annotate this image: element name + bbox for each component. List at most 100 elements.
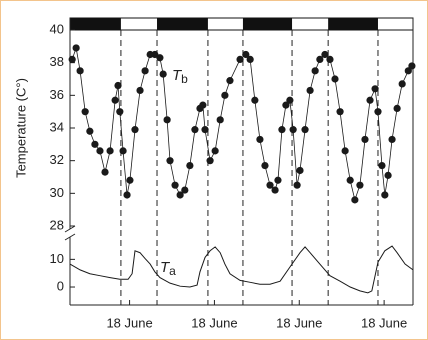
tb-point <box>274 176 282 184</box>
y-tick-label: 0 <box>57 278 64 293</box>
tb-line <box>71 46 413 202</box>
y-tick-label: 30 <box>50 185 64 200</box>
tb-point <box>166 157 174 165</box>
tb-point <box>378 161 386 170</box>
tb-point <box>242 50 250 59</box>
tb-point <box>156 54 164 62</box>
tb-point <box>101 168 109 176</box>
tb-point <box>398 80 406 88</box>
tb-point <box>163 116 171 124</box>
tb-point <box>336 108 344 116</box>
tb-point <box>266 181 274 189</box>
tb-point <box>86 127 94 135</box>
tb-point <box>306 86 314 95</box>
tb-point <box>246 55 254 64</box>
tb-point <box>216 116 224 124</box>
dark-period <box>242 18 293 30</box>
y-tick-label: 10 <box>50 251 64 266</box>
tb-point <box>271 186 279 194</box>
y-tick-label: 34 <box>50 119 64 134</box>
tb-point <box>371 85 379 93</box>
tb-point <box>316 55 324 64</box>
tb-point <box>116 108 124 116</box>
tb-point <box>76 67 84 75</box>
tb-point <box>278 126 286 134</box>
tb-point <box>126 176 134 184</box>
tb-point <box>96 147 104 155</box>
series-annotation: Tb <box>172 67 188 86</box>
tb-point <box>211 147 219 155</box>
tb-point <box>321 50 329 59</box>
tb-point <box>408 62 416 70</box>
tb-point <box>72 44 80 52</box>
tb-point <box>191 126 199 134</box>
tb-point <box>374 108 382 116</box>
tb-point <box>261 161 269 170</box>
tb-point <box>341 147 349 155</box>
tb-point <box>251 96 259 104</box>
tb-point <box>301 126 309 134</box>
tb-point <box>296 166 304 175</box>
tb-point <box>293 181 301 189</box>
tb-point <box>326 55 334 64</box>
y-tick-label: 36 <box>50 87 64 102</box>
tb-point <box>106 147 114 155</box>
x-tick-label: 18 June <box>361 315 407 330</box>
dark-period <box>328 18 378 30</box>
axis-break <box>64 225 76 233</box>
tb-point <box>282 101 290 109</box>
axis-break <box>64 233 76 241</box>
tb-point <box>236 55 244 64</box>
tb-point <box>393 104 401 112</box>
tb-point <box>226 77 234 85</box>
y-tick-label: 40 <box>50 21 64 36</box>
dark-period <box>70 18 121 30</box>
tb-point <box>356 181 364 189</box>
tb-point <box>199 101 207 109</box>
tb-point <box>171 181 179 189</box>
tb-point <box>381 191 389 199</box>
tb-point <box>201 126 209 134</box>
tb-point <box>81 108 89 116</box>
tb-point <box>256 135 264 144</box>
annotation-subscript: a <box>169 264 176 278</box>
tb-point <box>91 140 99 148</box>
tb-point <box>331 75 339 83</box>
tb-point <box>311 67 319 75</box>
tb-point <box>111 96 119 104</box>
tb-point <box>286 96 294 104</box>
series-annotation: Ta <box>160 259 176 278</box>
tb-point <box>361 135 369 144</box>
dark-period <box>157 18 208 30</box>
tb-point <box>221 91 229 99</box>
tb-point <box>206 157 214 165</box>
tb-point <box>346 176 354 184</box>
x-tick-label: 18 June <box>276 315 322 330</box>
tb-point <box>388 135 396 144</box>
tb-point <box>141 67 149 75</box>
x-tick-label: 18 June <box>191 315 237 330</box>
tb-point <box>181 186 189 194</box>
tb-point <box>384 171 392 179</box>
tb-point <box>114 81 122 90</box>
annotation-text: T <box>172 67 183 84</box>
annotation-subscript: b <box>181 72 188 86</box>
tb-point <box>176 191 184 199</box>
tb-point <box>289 126 297 134</box>
annotation-text: T <box>160 259 171 276</box>
tb-point <box>351 196 359 204</box>
tb-point <box>159 70 167 78</box>
tb-point <box>119 147 127 155</box>
tb-point <box>131 126 139 134</box>
y-tick-label: 28 <box>50 217 64 232</box>
y-tick-label: 38 <box>50 54 64 69</box>
tb-point <box>123 191 131 199</box>
tb-point <box>186 161 194 170</box>
y-tick-label: 32 <box>50 152 64 167</box>
y-axis-label: Temperature (C°) <box>13 78 28 178</box>
tb-point <box>366 96 374 104</box>
x-tick-label: 18 June <box>106 315 152 330</box>
tb-point <box>136 86 144 95</box>
